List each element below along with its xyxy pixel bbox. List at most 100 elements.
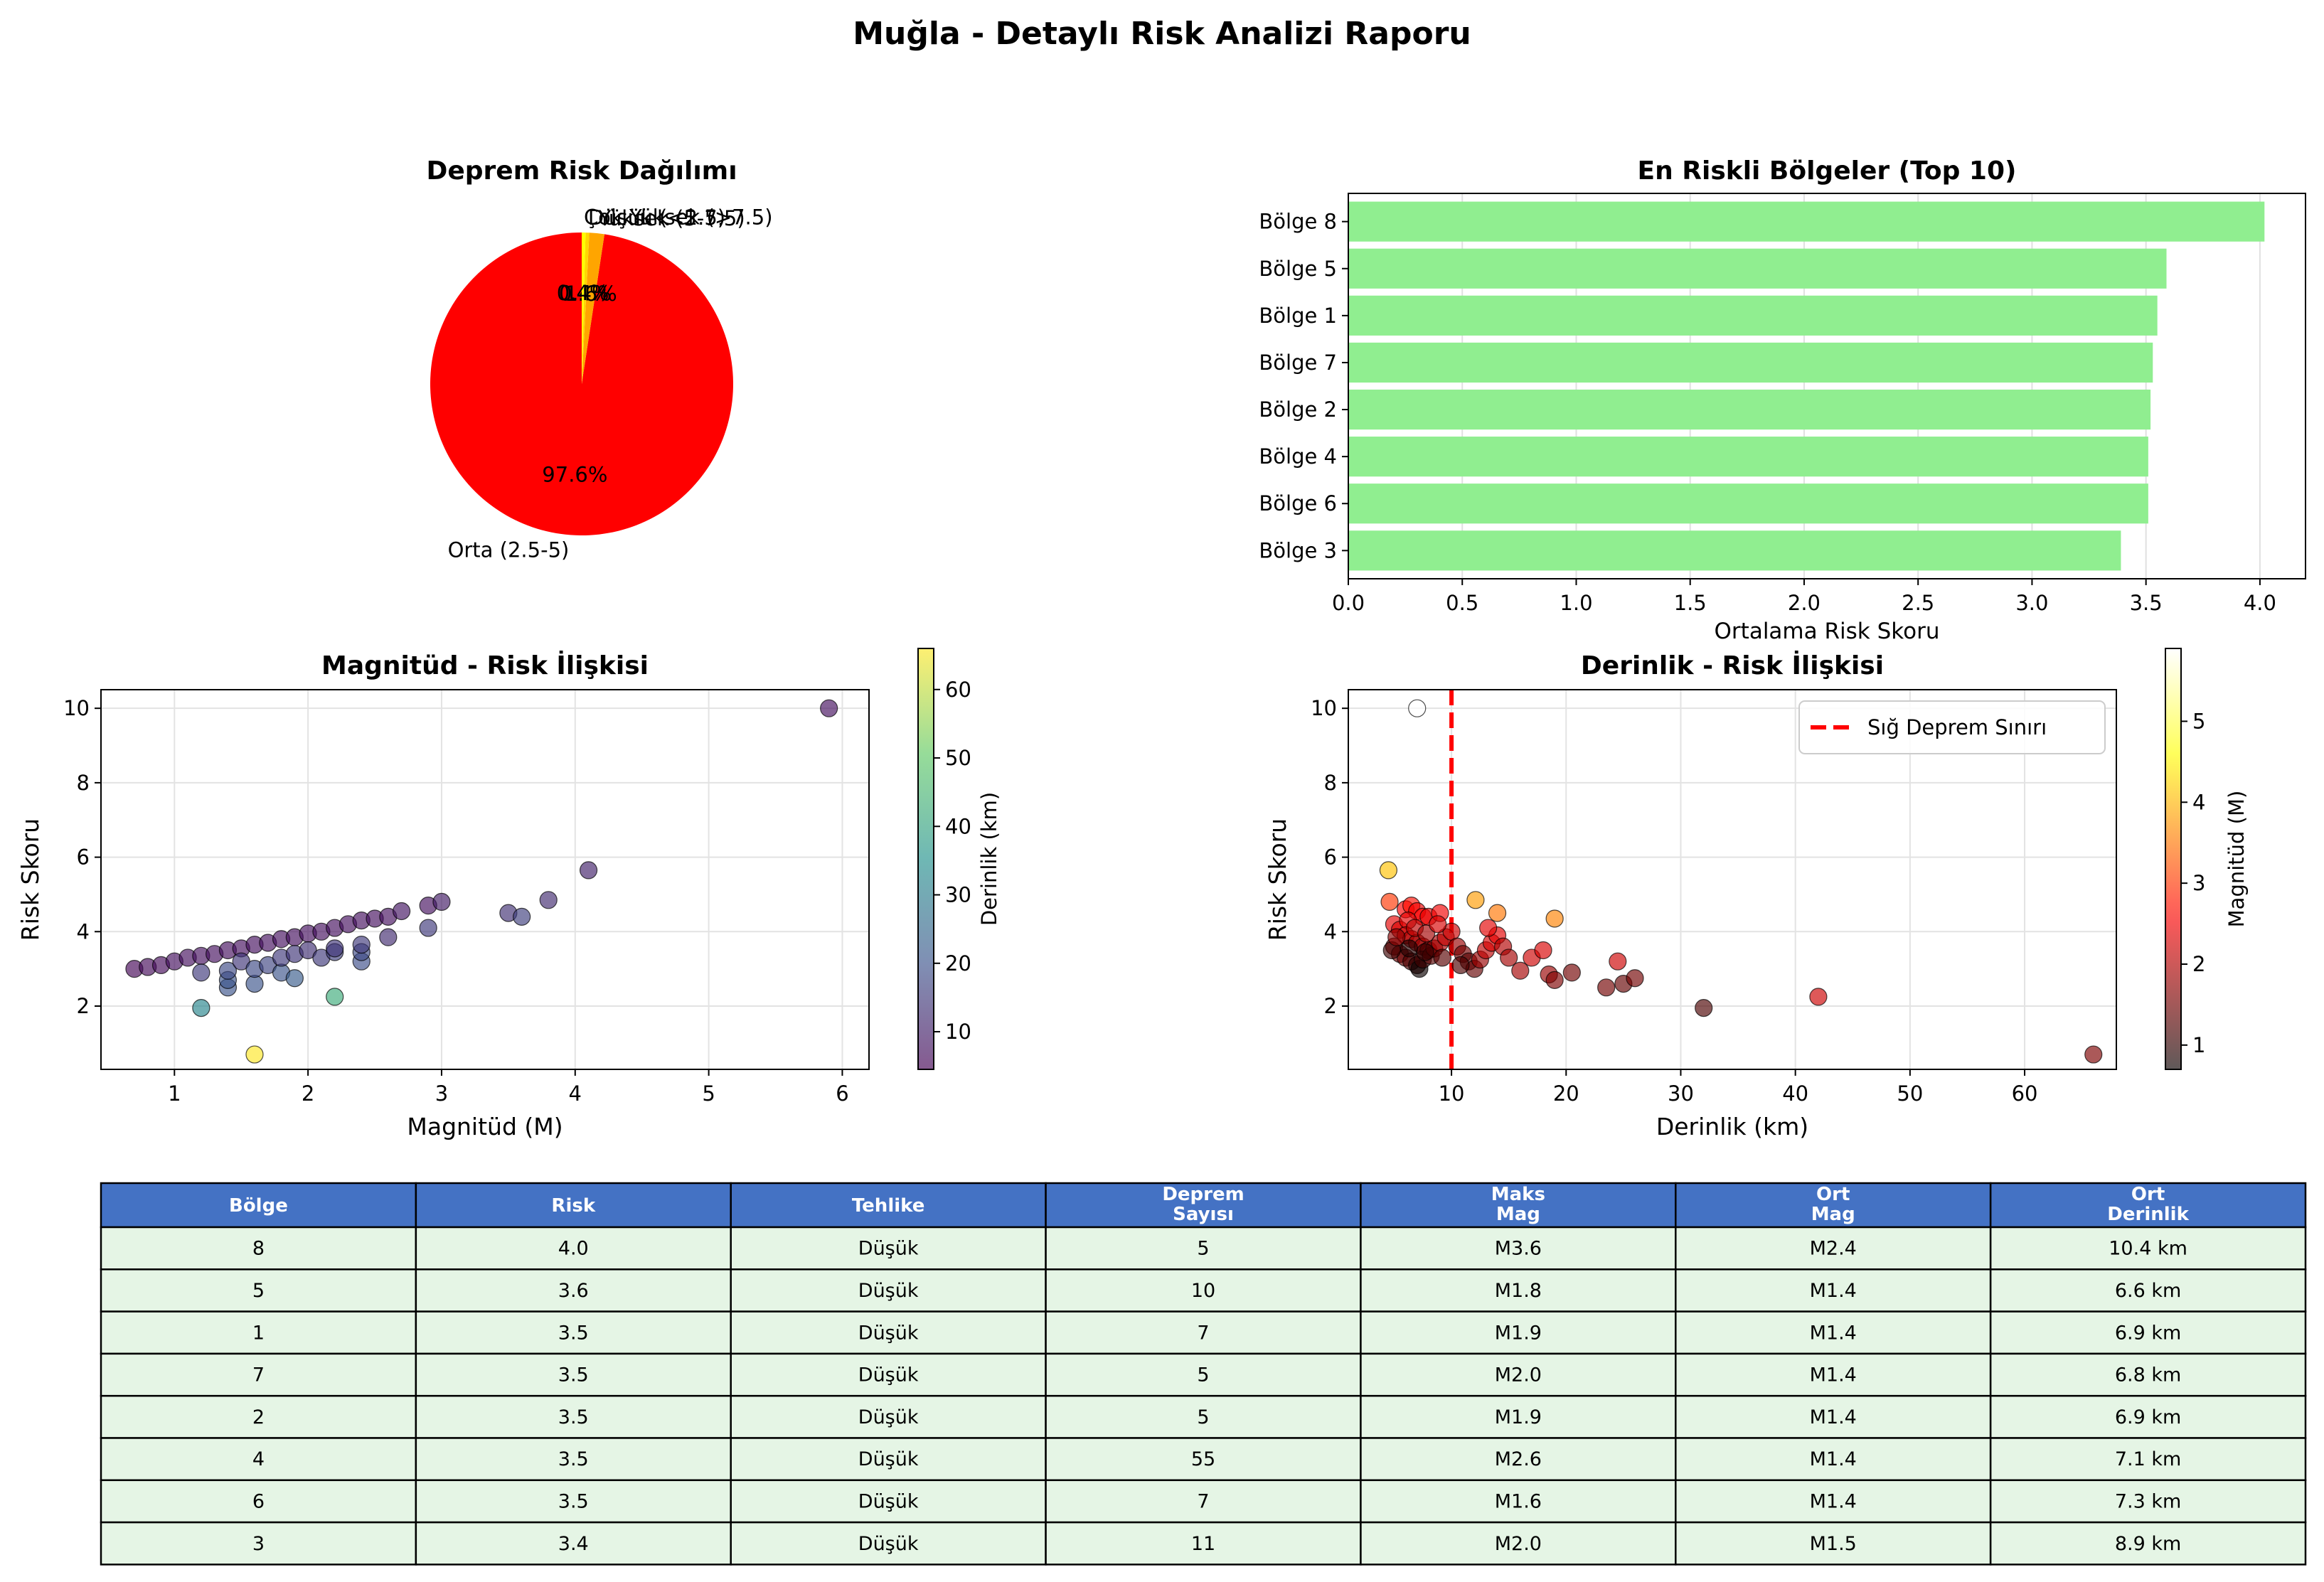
scatter-point: [1400, 939, 1419, 958]
table-cell: [1989, 1394, 2307, 1439]
table-cell-text: 6.9 km: [2115, 1406, 2181, 1428]
scatter-point: [1387, 928, 1406, 946]
table-cell-text: 7: [252, 1364, 265, 1386]
pie-chart: Deprem Risk Dağılımı Orta (2.5-5) 97.6% Yük…: [426, 156, 772, 562]
table-cell-text: 3.5: [558, 1364, 589, 1386]
table-cell: [1360, 1437, 1677, 1482]
colorbar-tick-label: 20: [945, 951, 971, 976]
y-tick-label: 4: [77, 919, 90, 944]
table-cell-text: M2.6: [1495, 1448, 1542, 1470]
y-tick-label: Bölge 1: [1259, 304, 1337, 328]
table-cell: [100, 1310, 417, 1355]
scatter-point: [513, 907, 531, 926]
table-header-text: Deprem: [1162, 1184, 1244, 1205]
table-header-text: Tehlike: [852, 1195, 924, 1217]
bar: [1348, 295, 2158, 336]
table-cell-text: 8: [252, 1238, 265, 1260]
table-header-text: Derinlik: [2107, 1204, 2189, 1225]
colorbar-label: Derinlik (km): [977, 792, 1001, 926]
y-tick-label: Bölge 8: [1259, 210, 1337, 234]
scatter-point: [192, 999, 210, 1017]
table-cell-text: Düşük: [858, 1406, 919, 1428]
scatter-point: [1451, 956, 1470, 975]
scatter-point: [1488, 904, 1507, 922]
colorbar-tick-label: 10: [945, 1020, 971, 1044]
table-header-text: Ort: [2131, 1184, 2165, 1205]
scatter-point: [393, 902, 411, 921]
table-cell: [415, 1352, 732, 1397]
y-tick-label: 6: [1324, 845, 1337, 870]
x-axis-label: Ortalama Risk Skoru: [1715, 619, 1940, 644]
table-header-cell: [415, 1182, 732, 1229]
table-cell: [1360, 1268, 1677, 1313]
pie-slice: [582, 233, 604, 384]
pie-slice-label: Düşük (<2.5): [588, 205, 725, 230]
table-cell: [1360, 1352, 1677, 1397]
table-header-text: Mag: [1496, 1204, 1540, 1225]
table-header-cell: [1360, 1182, 1677, 1229]
scatter-point: [1380, 892, 1399, 912]
x-tick-label: 3.0: [2015, 591, 2048, 615]
table-cell-text: 4.0: [558, 1238, 589, 1260]
legend-label: Sığ Deprem Sınırı: [1867, 715, 2047, 739]
table-cell-text: M1.4: [1810, 1364, 1857, 1386]
plot-frame: [100, 689, 870, 1070]
table-header-text: Mag: [1811, 1204, 1855, 1225]
scatter-title: Derinlik - Risk İlişkisi: [1581, 651, 1884, 680]
table-cell-text: Düşük: [858, 1490, 919, 1512]
scatter-point: [1416, 943, 1434, 961]
pie-title: Deprem Risk Dağılımı: [426, 156, 737, 186]
table-cell-text: M2.0: [1495, 1533, 1542, 1555]
x-tick-label: 10: [1439, 1081, 1465, 1106]
table-cell-text: M1.4: [1810, 1322, 1857, 1344]
table-cell-text: Düşük: [858, 1448, 919, 1470]
colorbar-tick-label: 1: [2192, 1033, 2205, 1057]
table-header-text: Sayısı: [1173, 1204, 1234, 1225]
x-tick-label: 30: [1668, 1081, 1694, 1106]
table-cell-text: 11: [1191, 1533, 1215, 1555]
table-cell-text: 3.6: [558, 1280, 589, 1302]
y-tick-label: Bölge 5: [1259, 257, 1337, 281]
table-cell-text: 8.9 km: [2115, 1533, 2181, 1555]
table-cell-text: 3.5: [558, 1406, 589, 1428]
y-tick-label: 6: [77, 845, 90, 870]
table-cell: [730, 1226, 1047, 1271]
x-tick-label: 5: [702, 1081, 715, 1106]
table-cell: [1045, 1352, 1362, 1397]
table-cell-text: 55: [1191, 1448, 1215, 1470]
table-cell-text: M1.9: [1495, 1406, 1542, 1428]
table-header-cell: [1989, 1182, 2307, 1229]
table-cell: [730, 1394, 1047, 1439]
table-cell: [730, 1352, 1047, 1397]
table-cell: [1675, 1479, 1992, 1524]
scatter-point: [1562, 963, 1581, 982]
pie-slice-label: Çok Yüksek (>7.5): [584, 205, 773, 230]
colorbar-tick-label: 40: [945, 814, 971, 838]
scatter-point: [379, 928, 398, 946]
x-tick-label: 0.0: [1332, 591, 1365, 615]
pie-slice-label: Orta (2.5-5): [448, 538, 570, 562]
bar-chart: En Riskli Bölgeler (Top 10) Bölge 8 Bölge …: [1259, 156, 2306, 644]
pie-slice: [582, 233, 590, 384]
y-tick-label: 2: [1324, 994, 1337, 1018]
table-cell-text: M1.6: [1495, 1490, 1542, 1512]
table-cell-text: M1.4: [1810, 1280, 1857, 1302]
pie-slice: [582, 233, 586, 384]
x-tick-label: 3.5: [2130, 591, 2163, 615]
colorbar-tick-label: 30: [945, 883, 971, 907]
table-cell-text: M2.0: [1495, 1364, 1542, 1386]
table-cell: [1360, 1310, 1677, 1355]
table-cell-text: 5: [1197, 1406, 1209, 1428]
summary-table: Bölge Risk TehlikeDepremSayısıMaksMagOrtMa…: [100, 1182, 2307, 1566]
table-cell: [1989, 1352, 2307, 1397]
table-cell-text: 6.9 km: [2115, 1322, 2181, 1344]
colorbar: [2165, 648, 2182, 1070]
table-cell-text: 5: [1197, 1364, 1209, 1386]
table-cell: [1360, 1521, 1677, 1566]
legend-box: [1798, 700, 2106, 754]
pie-pct-label: 97.6%: [542, 462, 607, 486]
table-header-text: Bölge: [229, 1195, 288, 1217]
table-cell-text: M1.4: [1810, 1490, 1857, 1512]
scatter-point: [419, 919, 437, 937]
